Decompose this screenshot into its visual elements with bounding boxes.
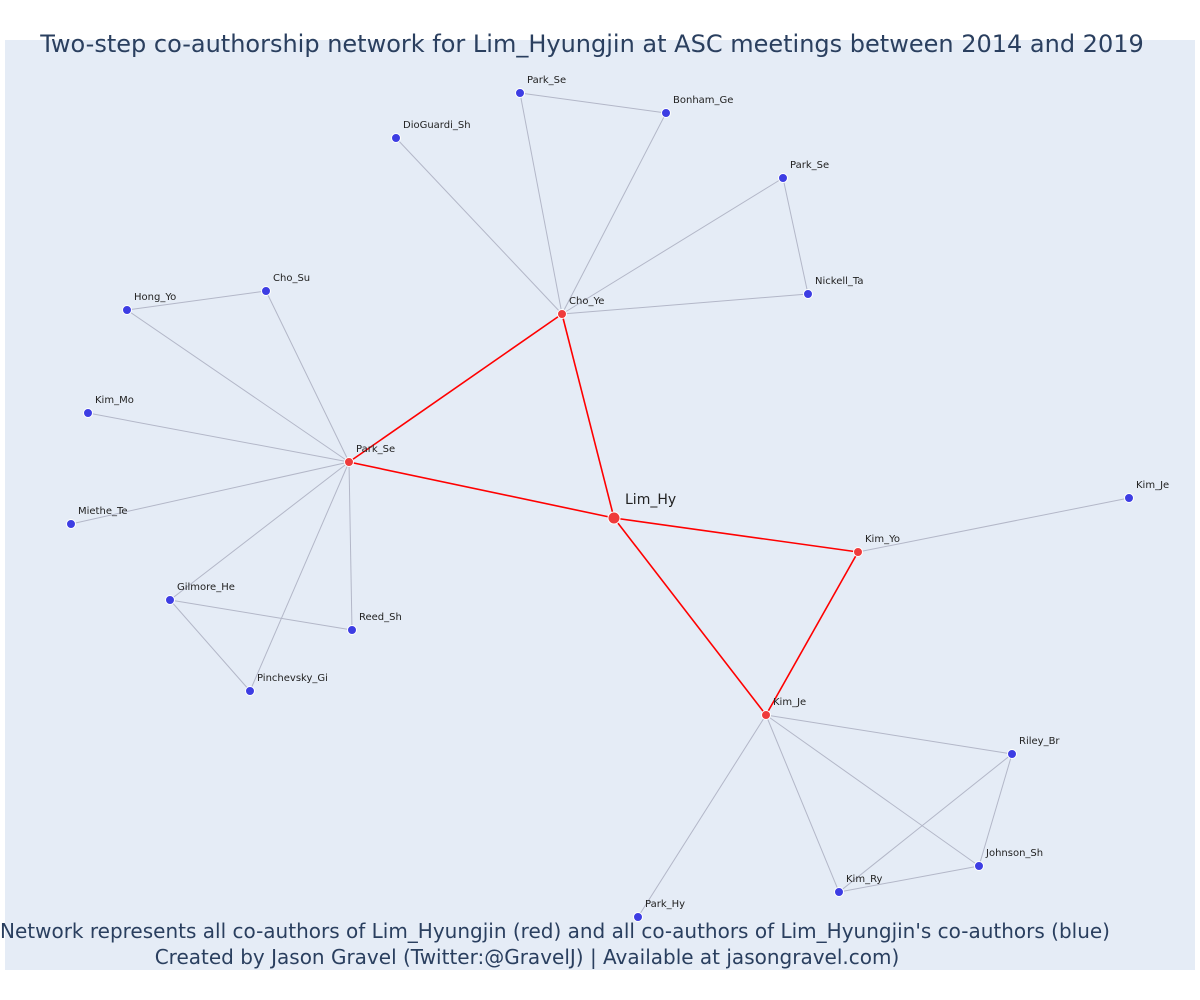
edge-riley_br-johnson_sh (978, 753, 1013, 867)
edge-kim_je_1-kim_ry (765, 714, 840, 893)
node-riley_br[interactable] (1007, 749, 1017, 759)
node-layer (66, 88, 1134, 922)
node-label-kim_ry: Kim_Ry (846, 874, 882, 885)
node-label-bonham_ge: Bonham_Ge (673, 95, 733, 106)
edge-cho_ye-park_se_2 (519, 92, 563, 315)
node-label-cho_su: Cho_Su (273, 273, 310, 284)
node-label-park_se_3: Park_Se (790, 160, 829, 171)
node-label-kim_je_2: Kim_Je (1136, 480, 1169, 491)
edge-park_se_1-miethe_te (70, 461, 350, 525)
node-kim_je_2[interactable] (1124, 493, 1134, 503)
node-park_se_1[interactable] (344, 457, 354, 467)
edge-kim_je_1-riley_br (765, 714, 1013, 755)
node-label-cho_ye: Cho_Ye (569, 296, 604, 307)
edge-hong_yo-cho_su (126, 290, 267, 311)
node-label-nickell_ta: Nickell_Ta (815, 276, 863, 287)
node-label-johnson_sh: Johnson_Sh (985, 848, 1043, 859)
edge-cho_ye-park_se_1 (348, 313, 563, 463)
edge-gilmore_he-pinchevsky_gi (169, 599, 251, 692)
edge-layer (70, 92, 1130, 918)
node-label-hong_yo: Hong_Yo (134, 292, 176, 303)
node-label-park_hy: Park_Hy (645, 899, 685, 910)
node-kim_mo[interactable] (83, 408, 93, 418)
edge-kim_je_1-johnson_sh (765, 714, 980, 867)
edge-cho_ye-nickell_ta (561, 293, 809, 315)
node-label-park_se_1: Park_Se (356, 444, 395, 455)
node-label-kim_mo: Kim_Mo (95, 395, 134, 406)
node-reed_sh[interactable] (347, 625, 357, 635)
node-label-lim_hy: Lim_Hy (625, 492, 676, 508)
edge-cho_ye-dioguardi_sh (395, 137, 563, 315)
edge-lim_hy-cho_ye (561, 313, 615, 519)
node-label-reed_sh: Reed_Sh (359, 612, 402, 623)
node-label-riley_br: Riley_Br (1019, 736, 1060, 747)
node-label-dioguardi_sh: DioGuardi_Sh (403, 120, 471, 131)
edge-gilmore_he-reed_sh (169, 599, 353, 631)
node-cho_su[interactable] (261, 286, 271, 296)
node-park_hy[interactable] (633, 912, 643, 922)
edge-park_se_3-nickell_ta (782, 177, 809, 295)
node-dioguardi_sh[interactable] (391, 133, 401, 143)
node-label-kim_je_1: Kim_Je (773, 697, 806, 708)
edge-lim_hy-park_se_1 (348, 461, 615, 519)
node-gilmore_he[interactable] (165, 595, 175, 605)
node-miethe_te[interactable] (66, 519, 76, 529)
node-label-pinchevsky_gi: Pinchevsky_Gi (257, 673, 328, 684)
edge-riley_br-kim_ry (838, 753, 1013, 893)
edge-kim_ry-johnson_sh (838, 865, 980, 893)
edge-park_se_1-kim_mo (87, 412, 350, 463)
node-hong_yo[interactable] (122, 305, 132, 315)
chart-title: Two-step co-authorship network for Lim_H… (40, 30, 1144, 58)
plot-area (5, 40, 1195, 970)
node-kim_je_1[interactable] (761, 710, 771, 720)
edge-park_se_1-reed_sh (348, 461, 353, 631)
edge-park_se_1-hong_yo (126, 309, 350, 463)
node-bonham_ge[interactable] (661, 108, 671, 118)
edge-park_se_1-pinchevsky_gi (249, 461, 350, 692)
node-johnson_sh[interactable] (974, 861, 984, 871)
node-lim_hy[interactable] (607, 511, 621, 525)
edge-kim_je_1-park_hy (637, 714, 767, 918)
node-park_se_3[interactable] (778, 173, 788, 183)
edge-kim_yo-kim_je_2 (857, 497, 1130, 553)
node-kim_yo[interactable] (853, 547, 863, 557)
node-park_se_2[interactable] (515, 88, 525, 98)
caption-line-1: Network represents all co-authors of Lim… (0, 919, 1110, 943)
node-kim_ry[interactable] (834, 887, 844, 897)
edge-cho_ye-park_se_3 (561, 177, 784, 315)
node-label-park_se_2: Park_Se (527, 75, 566, 86)
label-layer: Lim_Hy Cho_Ye Park_Se Kim_Yo Kim_Je Park_Se Bo… (78, 75, 1169, 910)
edge-lim_hy-kim_yo (613, 517, 859, 553)
edge-park_se_1-cho_su (265, 290, 350, 463)
edge-park_se_1-gilmore_he (169, 461, 350, 601)
caption-line-2: Created by Jason Gravel (Twitter:@Gravel… (154, 945, 900, 969)
node-label-miethe_te: Miethe_Te (78, 506, 128, 517)
node-pinchevsky_gi[interactable] (245, 686, 255, 696)
node-nickell_ta[interactable] (803, 289, 813, 299)
edge-cho_ye-bonham_ge (561, 112, 667, 315)
node-label-kim_yo: Kim_Yo (865, 534, 900, 545)
edge-park_se_2-bonham_ge (519, 92, 667, 114)
edge-kim_yo-kim_je_1 (765, 551, 859, 716)
node-cho_ye[interactable] (557, 309, 567, 319)
node-label-gilmore_he: Gilmore_He (177, 582, 235, 593)
edge-lim_hy-kim_je_1 (613, 517, 767, 716)
